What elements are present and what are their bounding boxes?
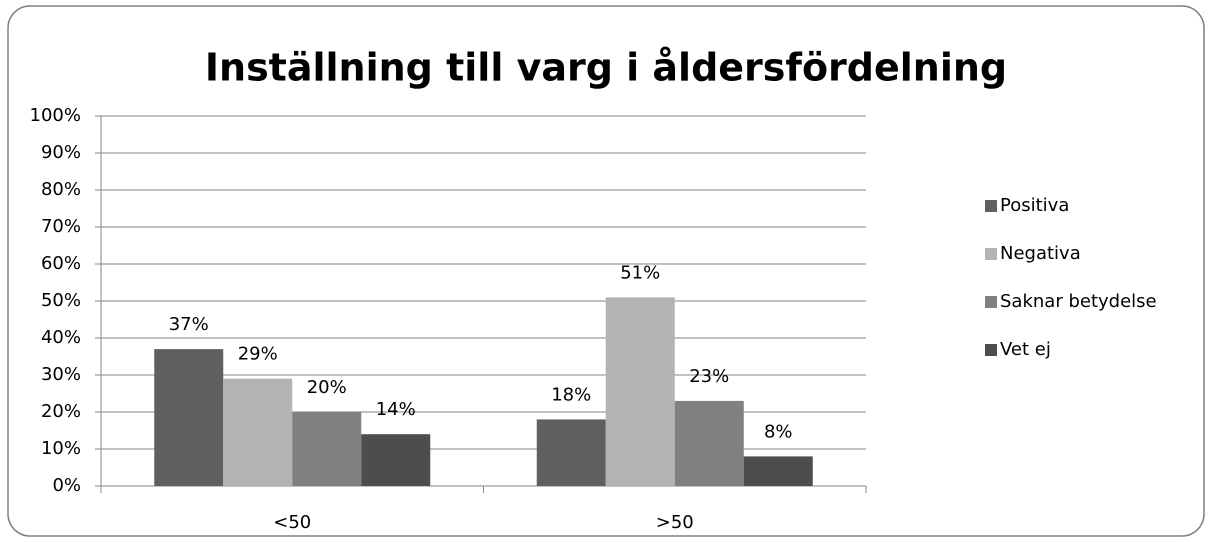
y-tick-label: 100% <box>30 105 81 126</box>
y-tick-label: 40% <box>41 327 81 348</box>
legend-swatch <box>985 344 997 356</box>
legend-swatch <box>985 200 997 212</box>
y-tick-label: 20% <box>41 401 81 422</box>
bar <box>292 412 362 486</box>
x-tick-label: <50 <box>273 512 311 533</box>
legend-label: Vet ej <box>1000 339 1051 360</box>
y-tick-label: 50% <box>41 290 81 311</box>
y-tick-label: 60% <box>41 253 81 274</box>
value-label: 29% <box>238 344 278 365</box>
y-tick-label: 0% <box>52 475 81 496</box>
bar <box>674 400 744 486</box>
bar <box>154 349 224 486</box>
chart-border <box>7 5 1205 537</box>
value-label: 37% <box>169 314 209 335</box>
value-label: 8% <box>764 421 793 442</box>
legend-label: Saknar betydelse <box>1000 291 1157 312</box>
legend-swatch <box>985 296 997 308</box>
value-label: 23% <box>689 366 729 387</box>
value-label: 20% <box>307 377 347 398</box>
value-label: 51% <box>620 262 660 283</box>
y-tick-label: 90% <box>41 142 81 163</box>
x-tick-label: >50 <box>656 512 694 533</box>
bar <box>223 378 293 486</box>
legend-swatch <box>985 248 997 260</box>
bar <box>536 419 606 486</box>
value-label: 14% <box>376 399 416 420</box>
bar <box>743 456 813 486</box>
y-tick-label: 80% <box>41 179 81 200</box>
bar <box>361 434 431 486</box>
y-tick-label: 30% <box>41 364 81 385</box>
chart-title: Inställning till varg i åldersfördelning <box>205 46 1007 90</box>
y-tick-label: 70% <box>41 216 81 237</box>
value-label: 18% <box>551 384 591 405</box>
y-tick-label: 10% <box>41 438 81 459</box>
legend-label: Negativa <box>1000 243 1081 264</box>
legend-label: Positiva <box>1000 195 1069 216</box>
bar <box>605 297 675 486</box>
